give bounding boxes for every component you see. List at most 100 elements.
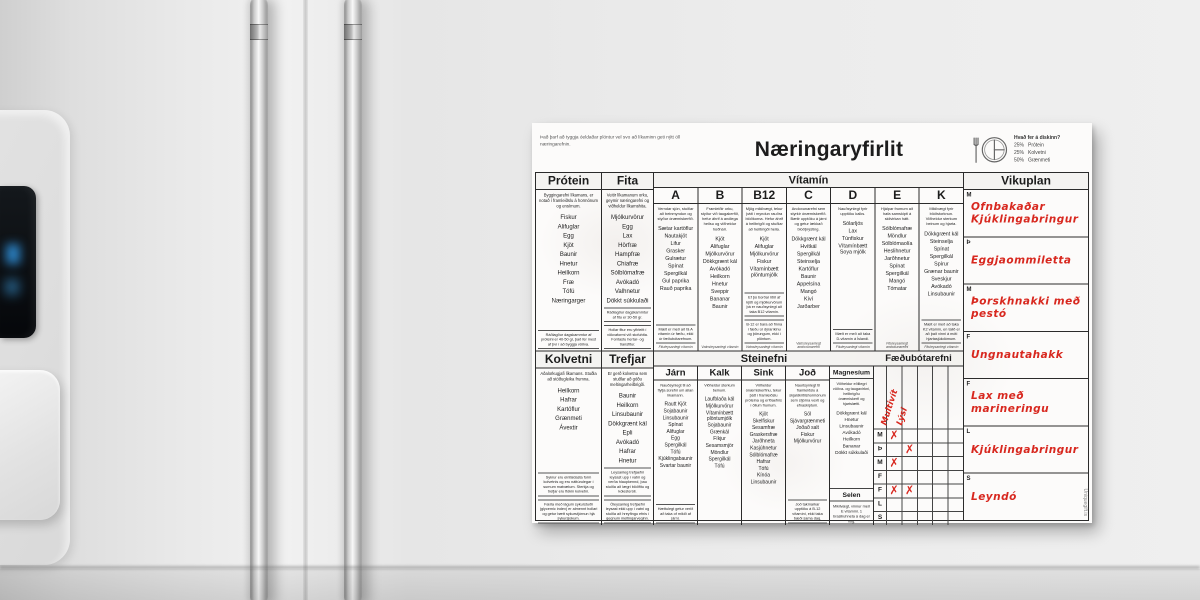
food-item: Linsubaunir	[927, 290, 956, 297]
food-item: Kjöt	[563, 241, 574, 249]
food-item: Hnetur	[618, 456, 637, 464]
food-item: Spírur	[934, 260, 949, 267]
food-item: Baunir	[618, 392, 637, 400]
food-list: Dökkgrænt kál Hvítkál Spergilkál Steinselja…	[787, 233, 830, 313]
column-footnote: Mælt er með að taka D-vítamín á Íslandi.	[833, 329, 873, 344]
bottom-section: Kolvetni Aðalorkugjafi líkamans. Stuðla …	[536, 351, 963, 525]
watermark: Uniquegift.is	[1082, 488, 1089, 516]
food-item: Linsubaunir	[611, 410, 644, 418]
food-item: Bananar	[842, 442, 861, 449]
freezer-seam	[0, 566, 1200, 569]
supplement-cell	[918, 484, 934, 498]
column-header: Trefjar	[602, 351, 653, 369]
meal-entry: Lax með marineringu	[971, 389, 1050, 415]
column-footnote: B-12 er bara að finna í fæðu úr dýraríki…	[744, 319, 784, 344]
supplement-cell	[887, 443, 903, 457]
food-item: Egg	[671, 435, 680, 442]
column-description: Nauðsynlegt til að flytja súrefni um all…	[657, 383, 694, 398]
mineral-column-magnesium: Magnesíum Viðheldur eðlilegri vöðva- og …	[830, 366, 874, 525]
day-letter: M	[874, 429, 887, 443]
supplements-section-header: Fæðubótarefni	[874, 351, 963, 367]
food-item: Vítamínbætt plöntumjólk	[705, 410, 734, 422]
weekplan-row: F Ungnautahakk	[964, 332, 1088, 380]
food-item: Heilkorn	[842, 436, 861, 442]
supplement-row: M ✗	[874, 429, 963, 444]
column-description: Byggingarefni líkamans, er notað í framl…	[539, 192, 598, 209]
food-item: Kjöt	[759, 411, 768, 418]
food-item: Spergilkál	[796, 250, 821, 257]
food-item: Hvítkál	[800, 243, 817, 250]
food-list: Rautt Kjöt Sojabaunir Linsubaunir Spínat Ali…	[654, 399, 697, 471]
food-item: Hafrar	[756, 459, 771, 465]
display-glow	[6, 280, 18, 294]
supplement-row: S	[874, 512, 963, 525]
food-item: Heilkorn	[710, 273, 730, 280]
food-list: Dökkgrænt kál Steinselja Spínat Spergilkál S…	[920, 228, 963, 300]
supplement-cell	[933, 429, 949, 443]
food-item: Chiafræ	[616, 259, 639, 267]
display-glow	[6, 244, 20, 264]
vitamin-section-header: Vítamín	[654, 173, 963, 188]
weekplan-row: F Lax með marineringu	[964, 379, 1088, 427]
food-item: Appelsína	[796, 280, 821, 287]
food-item: Spergilkál	[664, 270, 688, 277]
food-item: Mjólkurvörur	[610, 213, 644, 221]
food-item: Lax	[622, 232, 633, 240]
food-item: Steinselja	[929, 238, 953, 245]
food-item: Vítamínbætt Soya mjólk	[838, 243, 868, 256]
food-list: Söl Sjávargrænmeti Joðað salt Fiskur Mjólkur…	[786, 409, 829, 447]
food-item: Dökkgrænt kál	[608, 419, 647, 427]
supplement-cell	[902, 512, 918, 525]
supplement-cell	[887, 498, 903, 512]
vitamin-column-a: A Verndar sjón, stuðlar að beinmyndun og…	[654, 188, 699, 351]
column-header: Joð	[786, 367, 829, 381]
column-description: Nauðsynlegt til framleiðslu á skjaldkirt…	[789, 383, 826, 408]
supplement-cell	[933, 457, 949, 470]
fridge-handle-right	[344, 0, 362, 600]
food-list: Kjöt Alifuglar Mjólkurvörur Fiskur Vítamínbæ…	[743, 233, 786, 281]
x-mark: ✗	[904, 442, 915, 457]
supplement-cell	[918, 470, 934, 484]
meal-entry: Leyndó	[971, 490, 1017, 503]
plate-legend: Hvað fer á diskinn? 25% Prótein 25% Kolvet…	[1014, 134, 1060, 164]
food-item: Jarðhnetur	[884, 255, 910, 262]
column-footnote: Óleysanleg trefjaefni leysast ekki upp í…	[604, 499, 651, 524]
supplement-column-1: Lýsi	[894, 366, 918, 429]
solubility-note: Vatnsleysanlegt vítamín	[745, 345, 783, 350]
food-item: Sesamfræ	[751, 425, 776, 431]
food-item: Linsubaunir	[662, 415, 689, 421]
supplement-cell	[933, 470, 949, 484]
supplement-day-spacer	[874, 366, 887, 429]
food-item: Avókadó	[615, 278, 640, 286]
food-list: Fiskur Alifuglar Egg Kjöt Baunir Hnetur Heilko…	[536, 210, 601, 308]
supplement-cell: ✗	[902, 442, 918, 457]
portion-label: Grænmeti	[1028, 157, 1051, 164]
supplement-cell	[902, 470, 918, 484]
food-item: Fræ	[563, 278, 574, 286]
food-item: Bananar	[709, 295, 730, 302]
food-item: Dökkgrænt kál	[836, 409, 867, 416]
weekplan-row: M Þorskhnakki með pestó	[964, 285, 1088, 332]
food-item: Kínóa	[756, 472, 771, 479]
food-item: Hörfræ	[618, 241, 637, 249]
day-letter: F	[966, 332, 971, 340]
food-item: Kjúklingabaunir	[658, 456, 693, 462]
food-item: Svartar baunir	[659, 462, 692, 469]
vitamin-column-k: K Mikilvægt fyrir blóðstorknun. Viðheldu…	[919, 188, 964, 351]
food-item: Hnetur	[559, 259, 578, 267]
weekplan-row: L Kjúklingabringur	[964, 426, 1088, 474]
supplement-cell: ✗	[887, 484, 903, 498]
column-header: K	[919, 188, 964, 204]
food-item: Epli	[622, 429, 633, 437]
food-item: Möndlur	[887, 233, 907, 240]
vitamin-column-c: C Andoxunarefni sem styrkir ónæmiskerfið…	[786, 188, 832, 351]
meal-entry: Eggjaommiletta	[971, 254, 1072, 267]
supplement-row: M ✗	[874, 456, 963, 471]
water-dispenser-panel	[0, 370, 60, 520]
food-item: Tómatar	[887, 285, 907, 292]
column-header: B	[698, 188, 742, 204]
supplement-row: Þ ✗	[874, 442, 963, 458]
food-item: Hafrar	[619, 447, 636, 455]
food-item: Vítamínbætt plöntumjólk	[749, 265, 779, 278]
